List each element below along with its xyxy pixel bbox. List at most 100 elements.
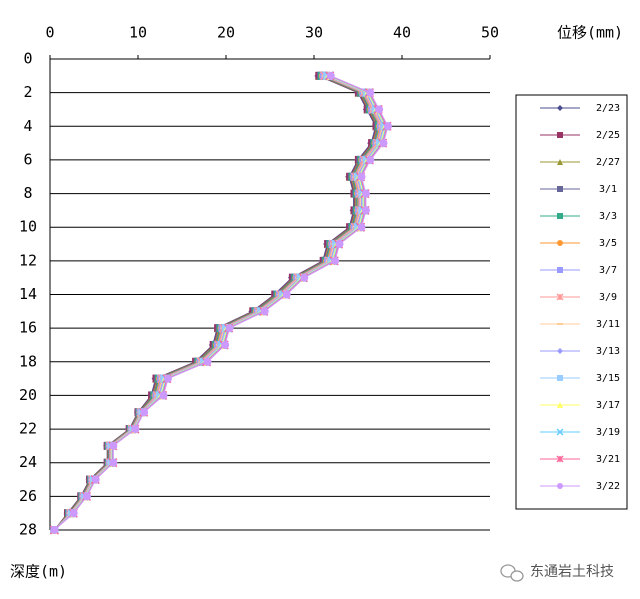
legend-label: 3/1 bbox=[599, 184, 617, 195]
marker bbox=[557, 132, 563, 138]
y-tick-label: 18 bbox=[19, 352, 37, 370]
series-line bbox=[54, 75, 382, 531]
marker bbox=[557, 159, 563, 165]
series bbox=[50, 71, 392, 534]
series bbox=[50, 71, 380, 534]
x-tick-label: 40 bbox=[393, 24, 411, 42]
legend-label: 3/11 bbox=[596, 319, 620, 330]
marker bbox=[366, 155, 375, 164]
legend-label: 3/15 bbox=[596, 373, 620, 384]
legend-label: 2/23 bbox=[596, 103, 620, 114]
x-tick-label: 0 bbox=[45, 24, 54, 42]
marker bbox=[221, 340, 230, 349]
y-tick-label: 14 bbox=[19, 285, 37, 303]
y-tick-label: 6 bbox=[23, 150, 32, 168]
y-tick-label: 20 bbox=[19, 386, 37, 404]
series bbox=[50, 71, 384, 534]
y-tick-label: 22 bbox=[19, 420, 37, 438]
y-tick-label: 8 bbox=[23, 184, 32, 202]
marker bbox=[357, 223, 366, 232]
series-line bbox=[54, 75, 381, 531]
marker bbox=[361, 206, 370, 215]
legend-label: 3/19 bbox=[596, 427, 620, 438]
marker bbox=[331, 256, 340, 265]
marker bbox=[203, 357, 212, 366]
marker bbox=[335, 240, 344, 249]
y-tick-label: 0 bbox=[23, 50, 32, 68]
marker bbox=[131, 425, 140, 434]
series-line bbox=[54, 75, 383, 531]
y-tick-label: 24 bbox=[19, 453, 37, 471]
series-line bbox=[54, 75, 378, 531]
marker bbox=[379, 139, 388, 148]
y-tick-label: 28 bbox=[19, 521, 37, 539]
x-tick-label: 30 bbox=[305, 24, 323, 42]
marker bbox=[357, 172, 366, 181]
series bbox=[50, 71, 382, 534]
marker bbox=[91, 475, 100, 484]
legend-label: 3/13 bbox=[596, 346, 620, 357]
legend-box bbox=[515, 94, 628, 510]
watermark-icon bbox=[500, 564, 524, 582]
legend-label: 2/25 bbox=[596, 130, 620, 141]
marker bbox=[383, 122, 392, 131]
y-tick-label: 12 bbox=[19, 251, 37, 269]
series bbox=[50, 71, 388, 534]
watermark: 东通岩土科技 bbox=[530, 564, 614, 580]
marker bbox=[366, 88, 375, 97]
marker bbox=[109, 441, 118, 450]
y-tick-label: 26 bbox=[19, 487, 37, 505]
marker bbox=[557, 186, 563, 192]
marker bbox=[557, 348, 563, 354]
y-tick-label: 4 bbox=[23, 117, 32, 135]
legend-label: 3/9 bbox=[599, 292, 617, 303]
marker bbox=[282, 290, 291, 299]
marker bbox=[557, 483, 563, 489]
y-tick-label: 16 bbox=[19, 319, 37, 337]
x-tick-label: 20 bbox=[217, 24, 235, 42]
marker bbox=[326, 71, 335, 80]
x-tick-label: 10 bbox=[129, 24, 147, 42]
x-tick-label: 50 bbox=[481, 24, 499, 42]
marker bbox=[556, 428, 564, 436]
marker bbox=[109, 458, 118, 467]
series bbox=[49, 71, 391, 535]
marker bbox=[557, 267, 563, 273]
series-line bbox=[54, 75, 379, 531]
legend-label: 3/3 bbox=[599, 211, 617, 222]
marker bbox=[361, 189, 370, 198]
series bbox=[50, 74, 387, 531]
marker bbox=[140, 408, 149, 417]
y-tick-label: 10 bbox=[19, 218, 37, 236]
series-line bbox=[54, 75, 378, 531]
marker bbox=[557, 105, 563, 111]
marker bbox=[557, 213, 563, 219]
series bbox=[50, 71, 389, 534]
series bbox=[50, 71, 390, 534]
series-line bbox=[54, 75, 384, 531]
series-line bbox=[54, 75, 377, 531]
series bbox=[49, 71, 387, 535]
marker bbox=[300, 273, 309, 282]
marker bbox=[556, 293, 564, 301]
marker bbox=[556, 455, 564, 463]
marker bbox=[260, 307, 269, 316]
marker bbox=[225, 324, 234, 333]
marker bbox=[375, 105, 384, 114]
x-axis-label: 位移(mm) bbox=[557, 24, 623, 42]
marker bbox=[82, 492, 91, 501]
series bbox=[50, 71, 384, 534]
series-line bbox=[54, 75, 380, 531]
legend-label: 3/5 bbox=[599, 238, 617, 249]
y-axis-label: 深度(m) bbox=[10, 563, 67, 581]
legend-label: 2/27 bbox=[596, 157, 620, 168]
marker bbox=[69, 509, 78, 518]
legend-label: 3/22 bbox=[596, 481, 620, 492]
legend-label: 3/17 bbox=[596, 400, 620, 411]
marker bbox=[557, 240, 563, 246]
marker bbox=[159, 391, 168, 400]
marker bbox=[557, 402, 563, 408]
legend-label: 3/7 bbox=[599, 265, 617, 276]
series bbox=[50, 71, 383, 534]
